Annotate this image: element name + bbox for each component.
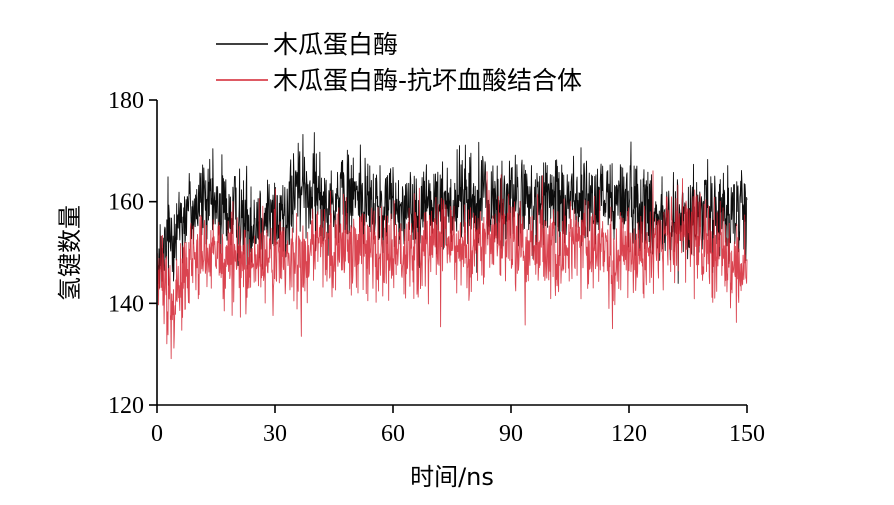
x-tick-label: 90	[499, 421, 523, 447]
x-tick-label: 150	[729, 421, 765, 447]
x-axis-label: 时间/ns	[410, 463, 494, 491]
y-tick-label: 120	[108, 393, 144, 419]
series-2-line	[156, 170, 748, 360]
series-1-line	[156, 132, 748, 326]
series-layer	[156, 132, 748, 360]
x-tick-label: 120	[611, 421, 647, 447]
axes-layer: 120 140 160 180 0 30 60 90 120 150 时间/ns 氢键数量	[56, 88, 765, 491]
x-tick-label: 0	[151, 421, 163, 447]
x-tick-label: 30	[263, 421, 287, 447]
x-tick-label: 60	[381, 421, 405, 447]
series-2	[156, 170, 748, 360]
y-tick-label: 180	[108, 88, 144, 114]
legend-label-1: 木瓜蛋白酶	[273, 30, 398, 59]
y-tick-label: 140	[108, 291, 144, 317]
legend-label-2: 木瓜蛋白酶-抗坏血酸结合体	[273, 66, 582, 95]
series-1	[156, 132, 748, 326]
y-tick-label: 160	[108, 190, 144, 216]
y-axis-label: 氢键数量	[56, 205, 84, 301]
